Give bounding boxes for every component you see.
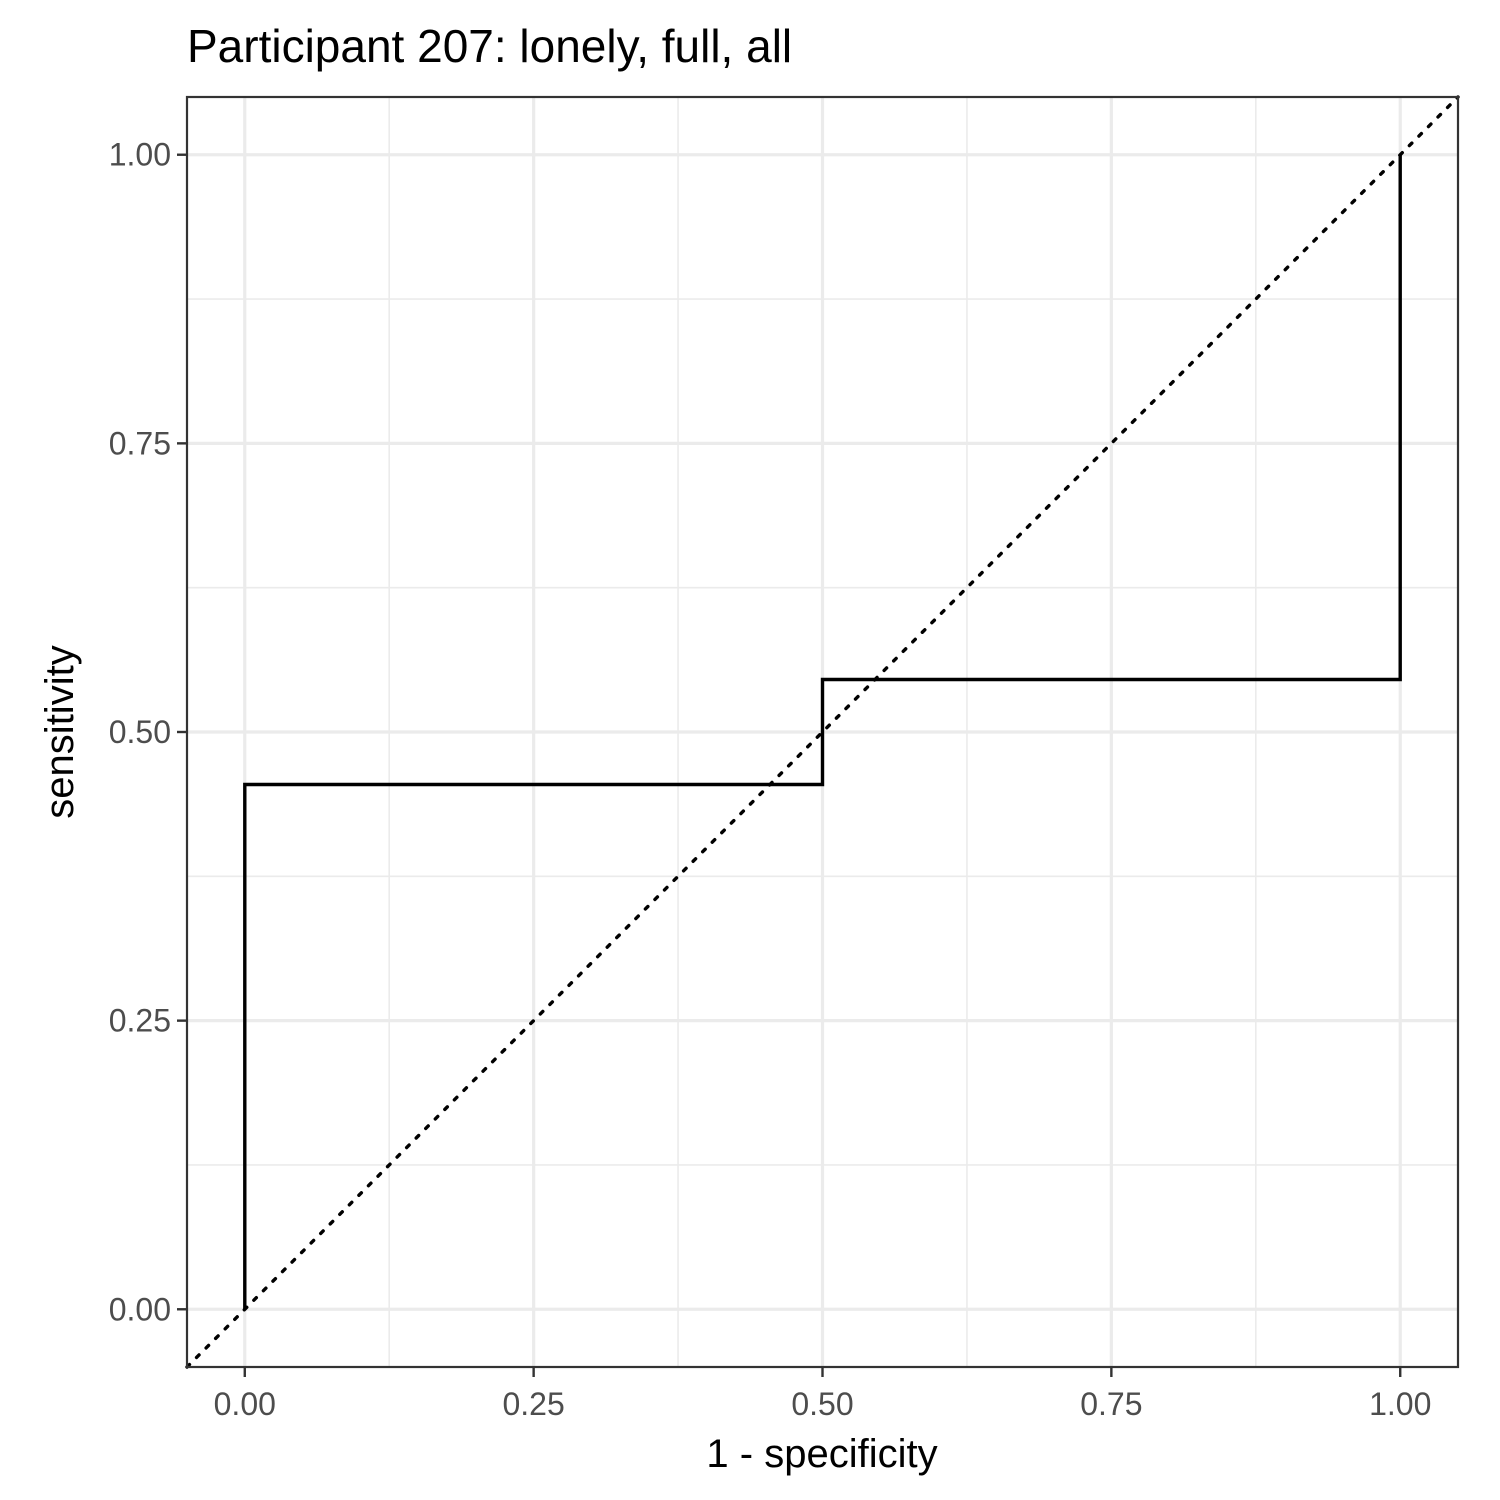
- y-tick-label: 0.75: [109, 425, 171, 461]
- roc-curve-line: [243, 154, 1402, 1310]
- x-tick-label: 0.50: [791, 1386, 853, 1422]
- y-tick-label: 0.25: [109, 1003, 171, 1039]
- grid-lines: [187, 97, 1458, 1367]
- y-tick-label: 0.00: [109, 1291, 171, 1327]
- x-axis-title: 1 - specificity: [706, 1432, 937, 1476]
- chart-title: Participant 207: lonely, full, all: [187, 20, 792, 72]
- x-tick-label: 1.00: [1369, 1386, 1431, 1422]
- x-tick-label: 0.25: [502, 1386, 564, 1422]
- data-lines: [185, 95, 1460, 1369]
- x-axis: 0.00 0.25 0.50 0.75 1.00: [214, 1367, 1431, 1422]
- x-tick-label: 0.00: [214, 1386, 276, 1422]
- reference-diagonal-line: [185, 95, 1460, 1369]
- x-tick-label: 0.75: [1080, 1386, 1142, 1422]
- y-tick-label: 0.50: [109, 714, 171, 750]
- y-axis: 0.00 0.25 0.50 0.75 1.00: [109, 137, 187, 1327]
- y-tick-label: 1.00: [109, 137, 171, 173]
- y-axis-title: sensitivity: [38, 645, 82, 818]
